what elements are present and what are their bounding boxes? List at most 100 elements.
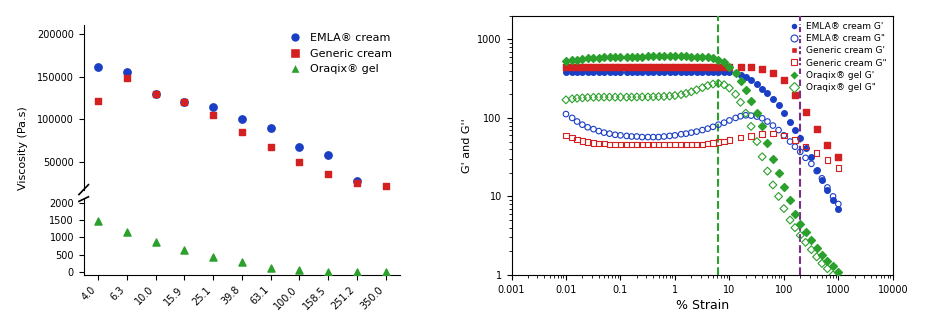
- Point: [668, 142, 683, 147]
- Point: [689, 54, 704, 59]
- Point: [565, 58, 579, 63]
- Point: [662, 94, 677, 99]
- Point: [575, 56, 590, 61]
- Point: [657, 94, 671, 99]
- Point: [765, 96, 780, 101]
- Point: [815, 178, 830, 183]
- Point: [613, 94, 628, 100]
- Point: [673, 54, 688, 59]
- Point: [657, 142, 671, 147]
- Point: [815, 252, 830, 258]
- Point: [798, 144, 813, 149]
- Point: [645, 94, 660, 99]
- Point: [760, 169, 775, 174]
- Point: [263, 144, 278, 149]
- Point: [662, 54, 677, 59]
- Point: [662, 69, 677, 74]
- Point: [645, 69, 660, 74]
- Point: [830, 206, 845, 211]
- Point: [668, 133, 683, 138]
- Point: [689, 69, 704, 74]
- Point: [815, 261, 830, 266]
- Point: [760, 140, 775, 145]
- Point: [630, 54, 644, 59]
- Point: [765, 182, 780, 187]
- Point: [717, 82, 732, 87]
- Point: [820, 158, 835, 163]
- Point: [597, 94, 612, 100]
- Point: [645, 65, 660, 70]
- Point: [263, 125, 278, 131]
- Point: [689, 129, 704, 134]
- Point: [744, 124, 759, 129]
- Point: [673, 142, 688, 147]
- Point: [777, 78, 791, 83]
- Point: [657, 69, 671, 74]
- Point: [717, 65, 732, 70]
- Point: [651, 65, 666, 70]
- Point: [679, 65, 694, 70]
- Point: [689, 142, 704, 147]
- Point: [350, 180, 365, 185]
- Point: [597, 141, 612, 146]
- Point: [634, 94, 649, 100]
- Point: [234, 260, 249, 265]
- Point: [321, 153, 336, 158]
- Point: [607, 54, 622, 59]
- Point: [798, 240, 813, 245]
- Point: [630, 142, 644, 147]
- Point: [565, 115, 579, 120]
- Point: [668, 69, 683, 74]
- Point: [750, 139, 764, 144]
- Point: [738, 111, 753, 116]
- Point: [804, 237, 818, 242]
- Point: [597, 55, 612, 60]
- Point: [673, 65, 688, 70]
- Point: [206, 112, 220, 118]
- Point: [820, 188, 835, 193]
- Point: [575, 69, 590, 74]
- Point: [575, 122, 590, 127]
- Point: [788, 144, 803, 149]
- Point: [559, 112, 574, 117]
- Point: [580, 125, 595, 130]
- Point: [634, 69, 649, 74]
- Point: [630, 94, 644, 100]
- Point: [788, 225, 803, 230]
- Point: [90, 218, 105, 223]
- Point: [607, 94, 622, 100]
- Point: [673, 92, 688, 97]
- Point: [634, 142, 649, 147]
- Point: [206, 202, 220, 207]
- Point: [689, 87, 704, 92]
- Point: [651, 69, 666, 74]
- Point: [148, 239, 163, 244]
- Point: [728, 115, 743, 120]
- Point: [668, 54, 683, 59]
- Point: [148, 202, 163, 207]
- Point: [695, 69, 710, 74]
- Point: [755, 66, 770, 71]
- Point: [607, 142, 622, 147]
- Point: [733, 100, 748, 105]
- Point: [733, 65, 748, 70]
- Point: [586, 127, 601, 132]
- Point: [619, 65, 634, 70]
- Point: [570, 57, 585, 62]
- Point: [586, 69, 601, 74]
- Point: [738, 74, 753, 79]
- Point: [679, 54, 694, 59]
- Point: [826, 264, 841, 269]
- Point: [750, 82, 764, 87]
- Point: [717, 120, 732, 125]
- Point: [711, 140, 726, 145]
- Point: [689, 65, 704, 70]
- Point: [717, 70, 732, 75]
- Point: [809, 150, 824, 155]
- Point: [651, 142, 666, 147]
- Point: [119, 76, 134, 81]
- Point: [788, 138, 803, 143]
- Point: [292, 144, 307, 149]
- Point: [809, 254, 824, 259]
- Point: [570, 137, 585, 142]
